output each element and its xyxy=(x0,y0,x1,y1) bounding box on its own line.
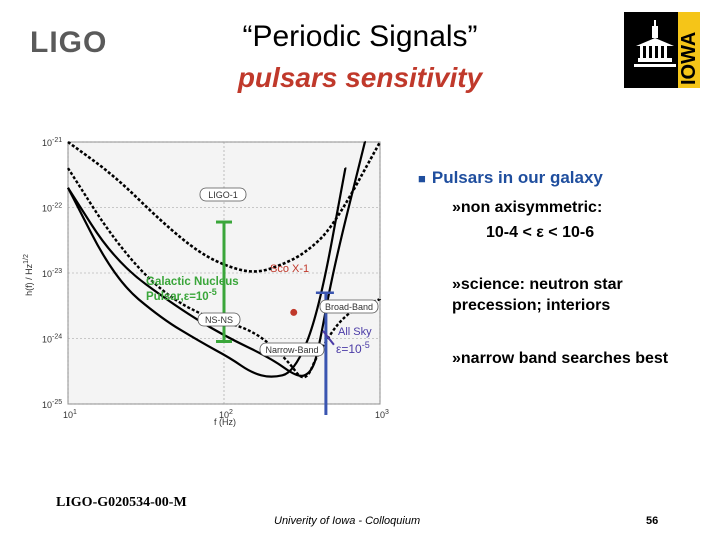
y-tick-base: 10 xyxy=(42,204,52,214)
y-axis-label-main: h(f) / Hz xyxy=(24,263,34,296)
all-sky-eq: =10 xyxy=(341,342,362,356)
x-tick-label: 103 xyxy=(375,409,389,420)
slide-title: “Periodic Signals” xyxy=(242,20,478,53)
label-narrow-band: Narrow-Band xyxy=(259,342,325,357)
y-tick-label: 10-21 xyxy=(42,137,62,148)
y-tick-label: 10-25 xyxy=(42,399,62,410)
galactic-epsilon: ε xyxy=(184,291,190,303)
all-sky-epsilon: ε xyxy=(336,342,342,356)
galactic-exp: -5 xyxy=(209,287,217,297)
curves xyxy=(66,140,382,379)
y-tick-exp: -25 xyxy=(52,399,62,406)
y-tick-label: 10-23 xyxy=(42,268,62,279)
y-tick-label: 10-24 xyxy=(42,334,62,345)
y-tick-base: 10 xyxy=(42,269,52,279)
y-tick-exp: -21 xyxy=(52,137,62,144)
y-axis-label: h(f) / Hz1/2 xyxy=(23,254,34,296)
bullet-pulsars-galaxy: ■ Pulsars in our galaxy xyxy=(418,168,603,188)
x-tick-base: 10 xyxy=(219,410,229,420)
footer-center-text: Univerity of Iowa - Colloquium xyxy=(274,515,421,527)
label-ns-ns: NS-NS xyxy=(197,312,241,327)
x-tick-base: 10 xyxy=(375,410,385,420)
sub-bullet-science: »science: neutron star precession; inter… xyxy=(452,276,623,314)
bullet-pulsars-galaxy-text: Pulsars in our galaxy xyxy=(431,168,603,187)
all-sky-label: All Sky xyxy=(338,326,372,338)
label-ns-ns-text: NS-NS xyxy=(205,315,233,325)
label-broad-band-text: Broad-Band xyxy=(325,302,373,312)
x-tick-label: 102 xyxy=(219,409,233,420)
x-tick-labels: 101 102 103 xyxy=(63,409,389,420)
all-sky-epsilon-label: ε=10-5 xyxy=(336,340,370,356)
x-axis-label: f (Hz) xyxy=(214,417,236,427)
x-tick-exp: 3 xyxy=(385,409,389,416)
all-sky-exp: -5 xyxy=(362,340,370,350)
galactic-pulsar-label: Pulsar,ε=10-5 xyxy=(146,287,217,303)
y-tick-base: 10 xyxy=(42,335,52,345)
y-tick-base: 10 xyxy=(42,138,52,148)
x-tick-exp: 2 xyxy=(229,409,233,416)
label-ligo-1: LIGO-1 xyxy=(199,187,247,202)
curve-ligo-1 xyxy=(67,140,382,273)
y-axis-label-exp: 1/2 xyxy=(23,254,30,264)
label-narrow-band-text: Narrow-Band xyxy=(265,345,318,355)
footer-doc-id: LIGO-G020534-00-M xyxy=(56,495,187,510)
x-tick-exp: 1 xyxy=(73,409,77,416)
y-tick-label: 10-22 xyxy=(42,203,62,214)
sub-bullet-narrow-band: »narrow band searches best xyxy=(452,350,669,367)
y-tick-exp: -24 xyxy=(52,334,62,341)
sub-bullet-epsilon-range: 10-4 < ε < 10-6 xyxy=(486,224,595,241)
galactic-nucleus-label: Galactic Nucleus xyxy=(146,276,239,288)
sco-x1-marker xyxy=(290,308,298,316)
x-tick-base: 10 xyxy=(63,410,73,420)
iowa-logo: IOWA xyxy=(624,12,700,88)
curve-narrow-band xyxy=(67,140,367,377)
all-sky-pointer xyxy=(322,330,335,346)
iowa-logo-text: IOWA xyxy=(678,32,700,85)
label-broad-band: Broad-Band xyxy=(319,299,379,314)
sub-bullet-nonaxisymmetric: »non axisymmetric: xyxy=(452,199,603,216)
slide-subtitle: pulsars sensitivity xyxy=(237,62,483,93)
galactic-eq: =10 xyxy=(189,291,209,303)
ligo-logo: LIGO xyxy=(30,26,108,59)
x-tick-label: 101 xyxy=(63,409,77,420)
curve-ns-ns xyxy=(66,167,382,379)
footer-page-number: 56 xyxy=(646,515,659,527)
galactic-pulsar-prefix: Pulsar, xyxy=(146,291,184,303)
iowa-capitol-icon xyxy=(634,20,676,67)
y-tick-exp: -23 xyxy=(52,268,62,275)
label-ligo-1-text: LIGO-1 xyxy=(208,190,238,200)
y-tick-exp: -22 xyxy=(52,203,62,210)
y-tick-base: 10 xyxy=(42,400,52,410)
curve-broad-band xyxy=(67,167,347,378)
sco-x1-label: Sco X-1 xyxy=(270,263,309,275)
bullet-square-icon: ■ xyxy=(418,171,426,186)
